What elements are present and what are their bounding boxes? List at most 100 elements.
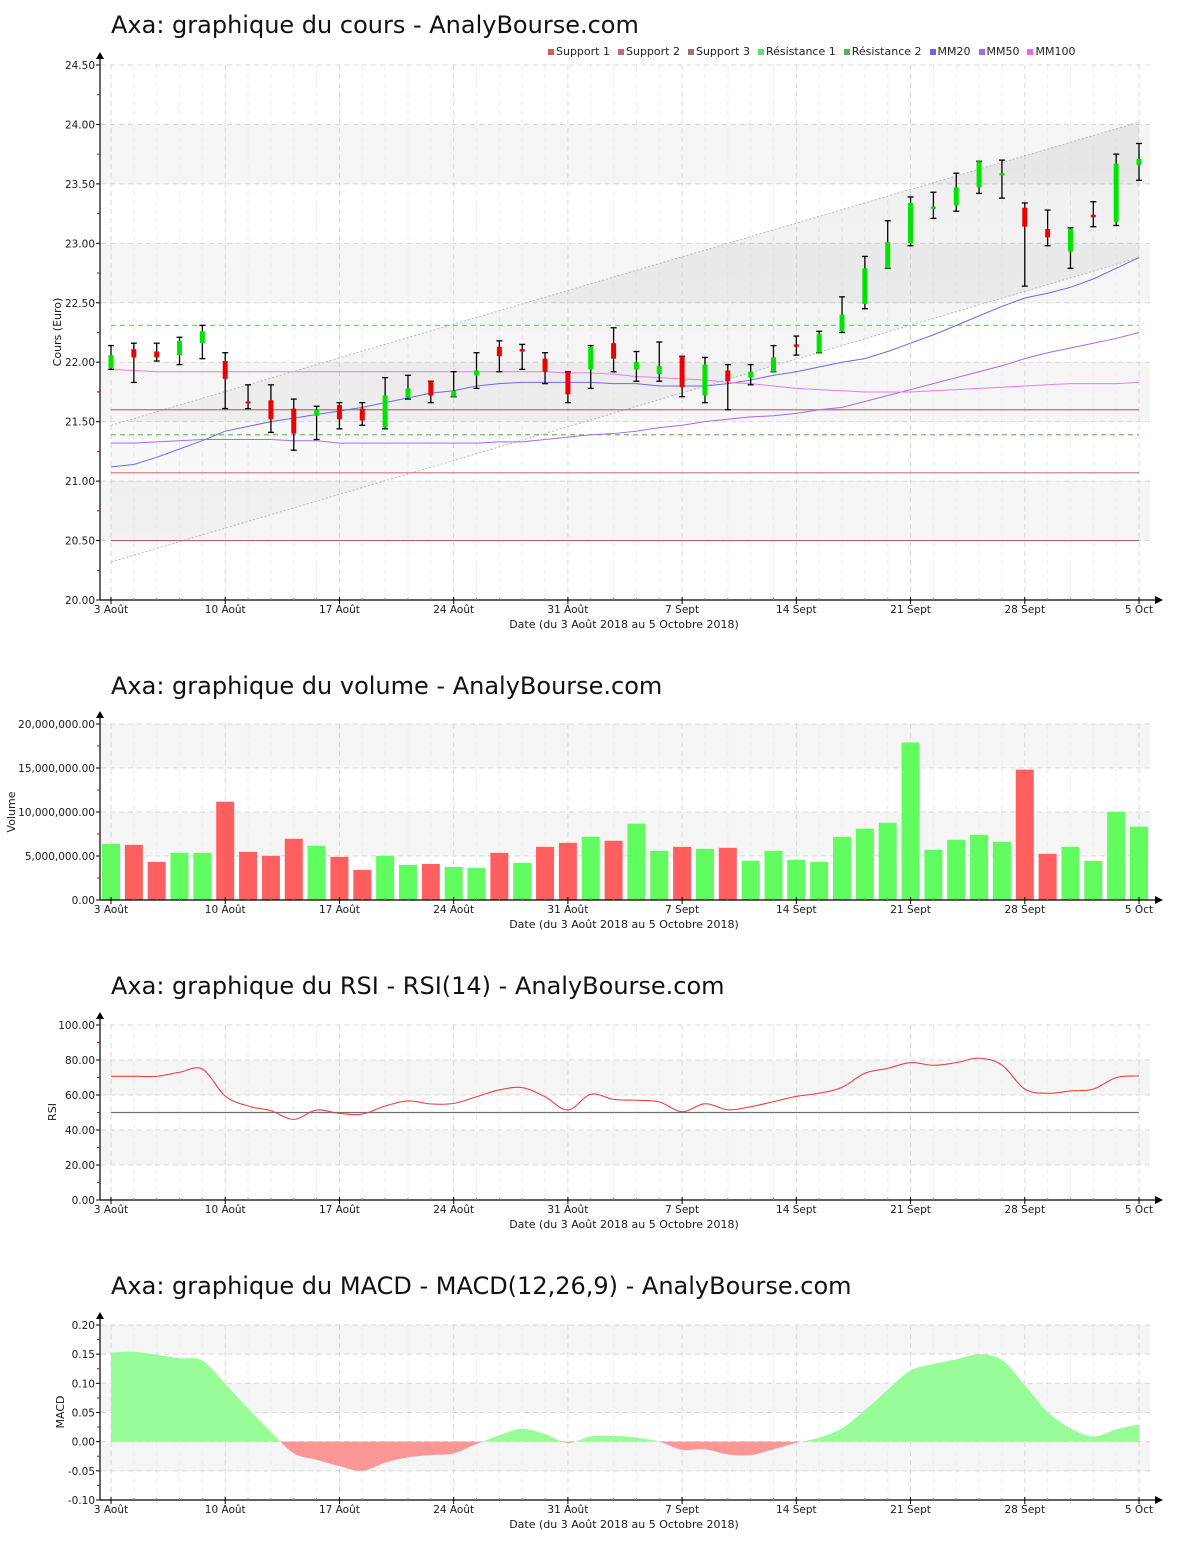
- candle-body: [108, 355, 114, 369]
- x-tick-label: 14 Sept: [776, 1204, 817, 1216]
- candle: [839, 296, 846, 334]
- y-tick-label: 40.00: [65, 1125, 95, 1137]
- candle-body: [336, 405, 342, 420]
- candle: [176, 336, 183, 366]
- candle: [1113, 153, 1120, 227]
- x-tick-label: 28 Sept: [1004, 604, 1045, 616]
- volume-bar: [833, 836, 852, 900]
- candle-body: [588, 346, 594, 370]
- x-tick-label: 5 Oct: [1125, 904, 1153, 916]
- candle: [907, 196, 914, 247]
- candle-body: [1067, 229, 1073, 252]
- x-tick-label: 10 Août: [205, 604, 246, 616]
- candle: [199, 324, 206, 360]
- legend-item: Résistance 2: [843, 45, 922, 59]
- y-tick-label: 100.00: [58, 1020, 95, 1032]
- volume-bar: [627, 823, 646, 900]
- y-tick-label: 20.50: [65, 536, 95, 548]
- candle-body: [1113, 163, 1119, 222]
- trend-channel-fill: [111, 122, 1139, 562]
- x-tick-label: 28 Sept: [1004, 1504, 1045, 1516]
- price-chart-title: Axa: graphique du cours - AnalyBourse.co…: [111, 11, 639, 39]
- candle-body: [542, 358, 548, 372]
- x-tick-label: 7 Sept: [665, 1204, 699, 1216]
- x-axis-title: Date (du 3 Août 2018 au 5 Octobre 2018): [509, 918, 739, 931]
- volume-bar: [467, 867, 486, 900]
- candle: [542, 352, 549, 385]
- legend-swatch-icon: [757, 49, 764, 55]
- y-axis-title: RSI: [46, 1103, 59, 1121]
- x-tick-label: 14 Sept: [776, 1504, 817, 1516]
- candle-body: [474, 370, 480, 376]
- grid-band: [101, 1060, 1150, 1095]
- legend-swatch-icon: [548, 49, 554, 55]
- macd-area-negative: [111, 1441, 1139, 1471]
- x-axis-arrow-icon: [1155, 1496, 1163, 1504]
- grid-band: [101, 724, 1150, 768]
- volume-bar: [810, 861, 829, 900]
- y-tick-label: 0.00: [72, 895, 95, 907]
- legend-label: Support 3: [695, 45, 750, 58]
- candle: [633, 350, 640, 382]
- candle: [770, 344, 777, 373]
- candle: [336, 401, 343, 430]
- candle: [861, 255, 868, 310]
- x-tick-label: 31 Août: [547, 904, 588, 916]
- x-tick-label: 17 Août: [319, 1204, 360, 1216]
- candle: [1067, 227, 1074, 269]
- candle: [222, 352, 229, 410]
- candle: [1044, 209, 1051, 247]
- volume-bar: [1107, 811, 1126, 900]
- y-tick-label: 22.50: [65, 298, 95, 310]
- volume-bar: [421, 863, 440, 900]
- candle-body: [611, 343, 617, 359]
- x-tick-label: 17 Août: [319, 904, 360, 916]
- mm20-line: [110, 257, 1140, 468]
- y-axis-arrow-icon: [96, 711, 104, 718]
- candle: [564, 371, 571, 404]
- mm100-line: [110, 368, 1140, 393]
- x-axis-arrow-icon: [1155, 596, 1163, 604]
- volume-bar: [673, 846, 692, 900]
- y-tick-label: 10,000,000.00: [18, 807, 95, 819]
- x-tick-label: 24 Août: [433, 1504, 474, 1516]
- legend-item: Résistance 1: [757, 45, 836, 59]
- y-tick-label: 22.00: [65, 357, 95, 369]
- x-tick-label: 10 Août: [205, 1504, 246, 1516]
- volume-bar: [695, 848, 714, 900]
- volume-bar: [261, 855, 280, 900]
- legend-item: Support 2: [617, 45, 680, 59]
- candle-body: [976, 161, 982, 188]
- candle-body: [451, 390, 457, 397]
- candle: [816, 330, 823, 354]
- legend-swatch-icon: [978, 49, 985, 55]
- candle: [359, 401, 366, 426]
- candle: [245, 384, 252, 410]
- x-tick-label: 7 Sept: [665, 604, 699, 616]
- y-tick-label: 0.10: [72, 1378, 95, 1390]
- legend-swatch-icon: [929, 49, 936, 55]
- x-tick-label: 28 Sept: [1004, 904, 1045, 916]
- candle-body: [930, 206, 936, 209]
- x-tick-label: 21 Sept: [890, 1204, 931, 1216]
- candle-body: [816, 333, 822, 353]
- y-axis-arrow-icon: [96, 1012, 104, 1019]
- x-axis-arrow-icon: [1155, 1196, 1163, 1204]
- x-tick-label: 21 Sept: [890, 904, 931, 916]
- y-axis-title: MACD: [54, 1396, 67, 1429]
- candle-body: [862, 268, 868, 304]
- candle: [130, 342, 137, 384]
- candle: [679, 355, 686, 398]
- x-tick-label: 31 Août: [547, 1504, 588, 1516]
- macd-chart-title: Axa: graphique du MACD - MACD(12,26,9) -…: [111, 1272, 852, 1300]
- volume-bar: [239, 851, 258, 900]
- y-tick-label: 20.00: [65, 1160, 95, 1172]
- candle-body: [1136, 158, 1142, 165]
- grid-band: [101, 812, 1150, 856]
- volume-bar: [1015, 769, 1034, 900]
- candle: [656, 341, 663, 382]
- candle-body: [382, 395, 388, 428]
- x-tick-label: 17 Août: [319, 604, 360, 616]
- y-tick-label: 0.00: [72, 1195, 95, 1207]
- legend-swatch-icon: [843, 49, 850, 55]
